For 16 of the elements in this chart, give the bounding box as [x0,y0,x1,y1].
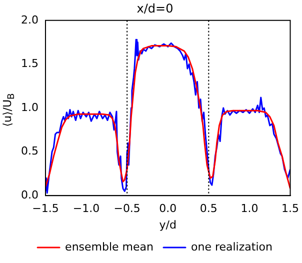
x-tick-label: −1.0 [72,202,100,216]
x-tick-label: 0.0 [159,202,177,216]
y-tick-label: 1.0 [20,100,38,114]
y-tick-label: 1.5 [20,57,38,70]
y-tick-label: 0.5 [20,144,38,158]
x-tick-label: 0.5 [200,202,218,216]
x-axis-title: y/d [159,218,176,232]
y-tick-label: 0.0 [20,188,38,202]
y-tick-label: 2.0 [20,13,38,26]
x-tick-label: 1.5 [282,202,300,216]
legend-label: ensemble mean [65,240,154,254]
x-tick-label: −0.5 [114,202,140,216]
chart-title: x/d=0 [136,1,174,16]
legend-label: one realization [191,240,272,254]
x-tick-label: −1.5 [32,202,59,216]
x-tick-label: 1.0 [240,202,258,216]
